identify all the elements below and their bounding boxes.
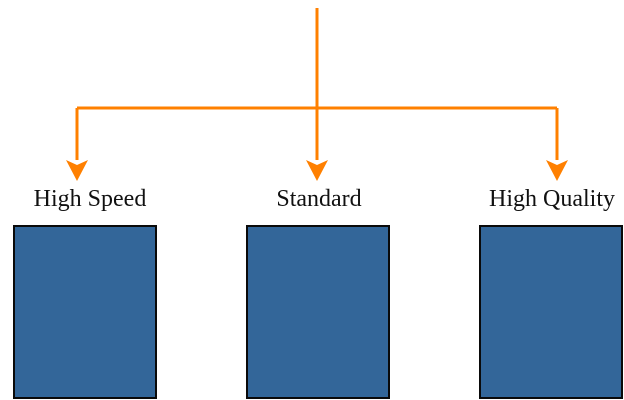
- option-label-high-quality: High Quality: [489, 186, 615, 212]
- option-box-high-quality: [479, 225, 623, 399]
- option-label-standard: Standard: [276, 186, 362, 212]
- arrow-connectors: [66, 8, 568, 181]
- option-box-high-speed: [13, 225, 157, 399]
- option-label-high-speed: High Speed: [33, 186, 147, 212]
- option-box-standard: [246, 225, 390, 399]
- arrowhead-high-quality-icon: [546, 160, 568, 181]
- arrowhead-standard-icon: [306, 160, 328, 181]
- arrowhead-high-speed-icon: [66, 160, 88, 181]
